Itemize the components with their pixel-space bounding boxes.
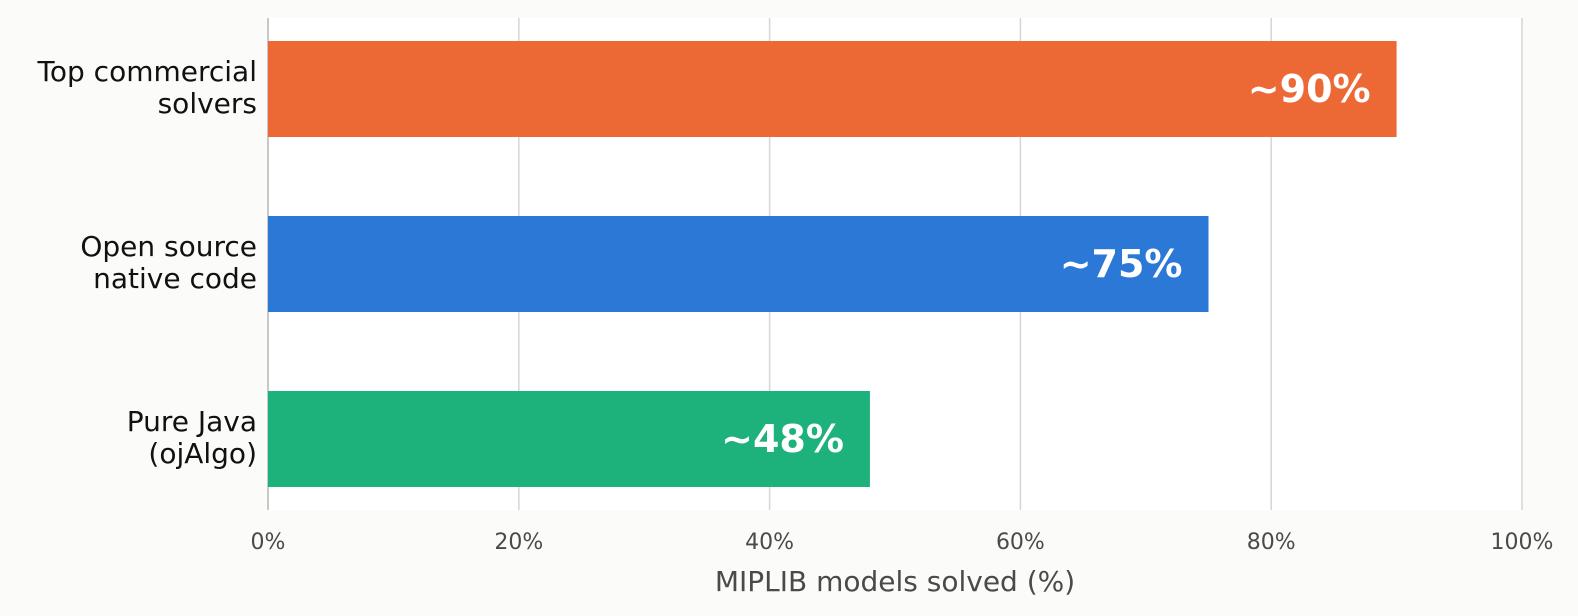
x-tick-label: 100% [1491, 530, 1554, 555]
x-tick-labels: 0% 20% 40% 60% 80% 100% [251, 530, 1554, 555]
x-tick-label: 80% [1247, 530, 1296, 555]
x-tick-label: 60% [996, 530, 1045, 555]
category-label: solvers [158, 87, 257, 120]
data-label: ~48% [721, 417, 844, 461]
bar [268, 216, 1209, 312]
category-label: Open source [80, 230, 257, 263]
category-label: Pure Java [127, 405, 257, 438]
data-label: ~75% [1060, 242, 1183, 286]
x-tick-label: 0% [251, 530, 286, 555]
data-label: ~90% [1248, 67, 1371, 111]
category-label: Top commercial [37, 55, 257, 88]
x-tick-label: 20% [494, 530, 543, 555]
x-tick-label: 40% [745, 530, 794, 555]
bar [268, 41, 1397, 137]
bars-group: ~90% ~75% ~48% [268, 41, 1397, 487]
category-label: (ojAlgo) [148, 437, 257, 470]
x-axis-title: MIPLIB models solved (%) [715, 565, 1075, 598]
category-label: native code [93, 262, 257, 295]
bar [268, 391, 870, 487]
